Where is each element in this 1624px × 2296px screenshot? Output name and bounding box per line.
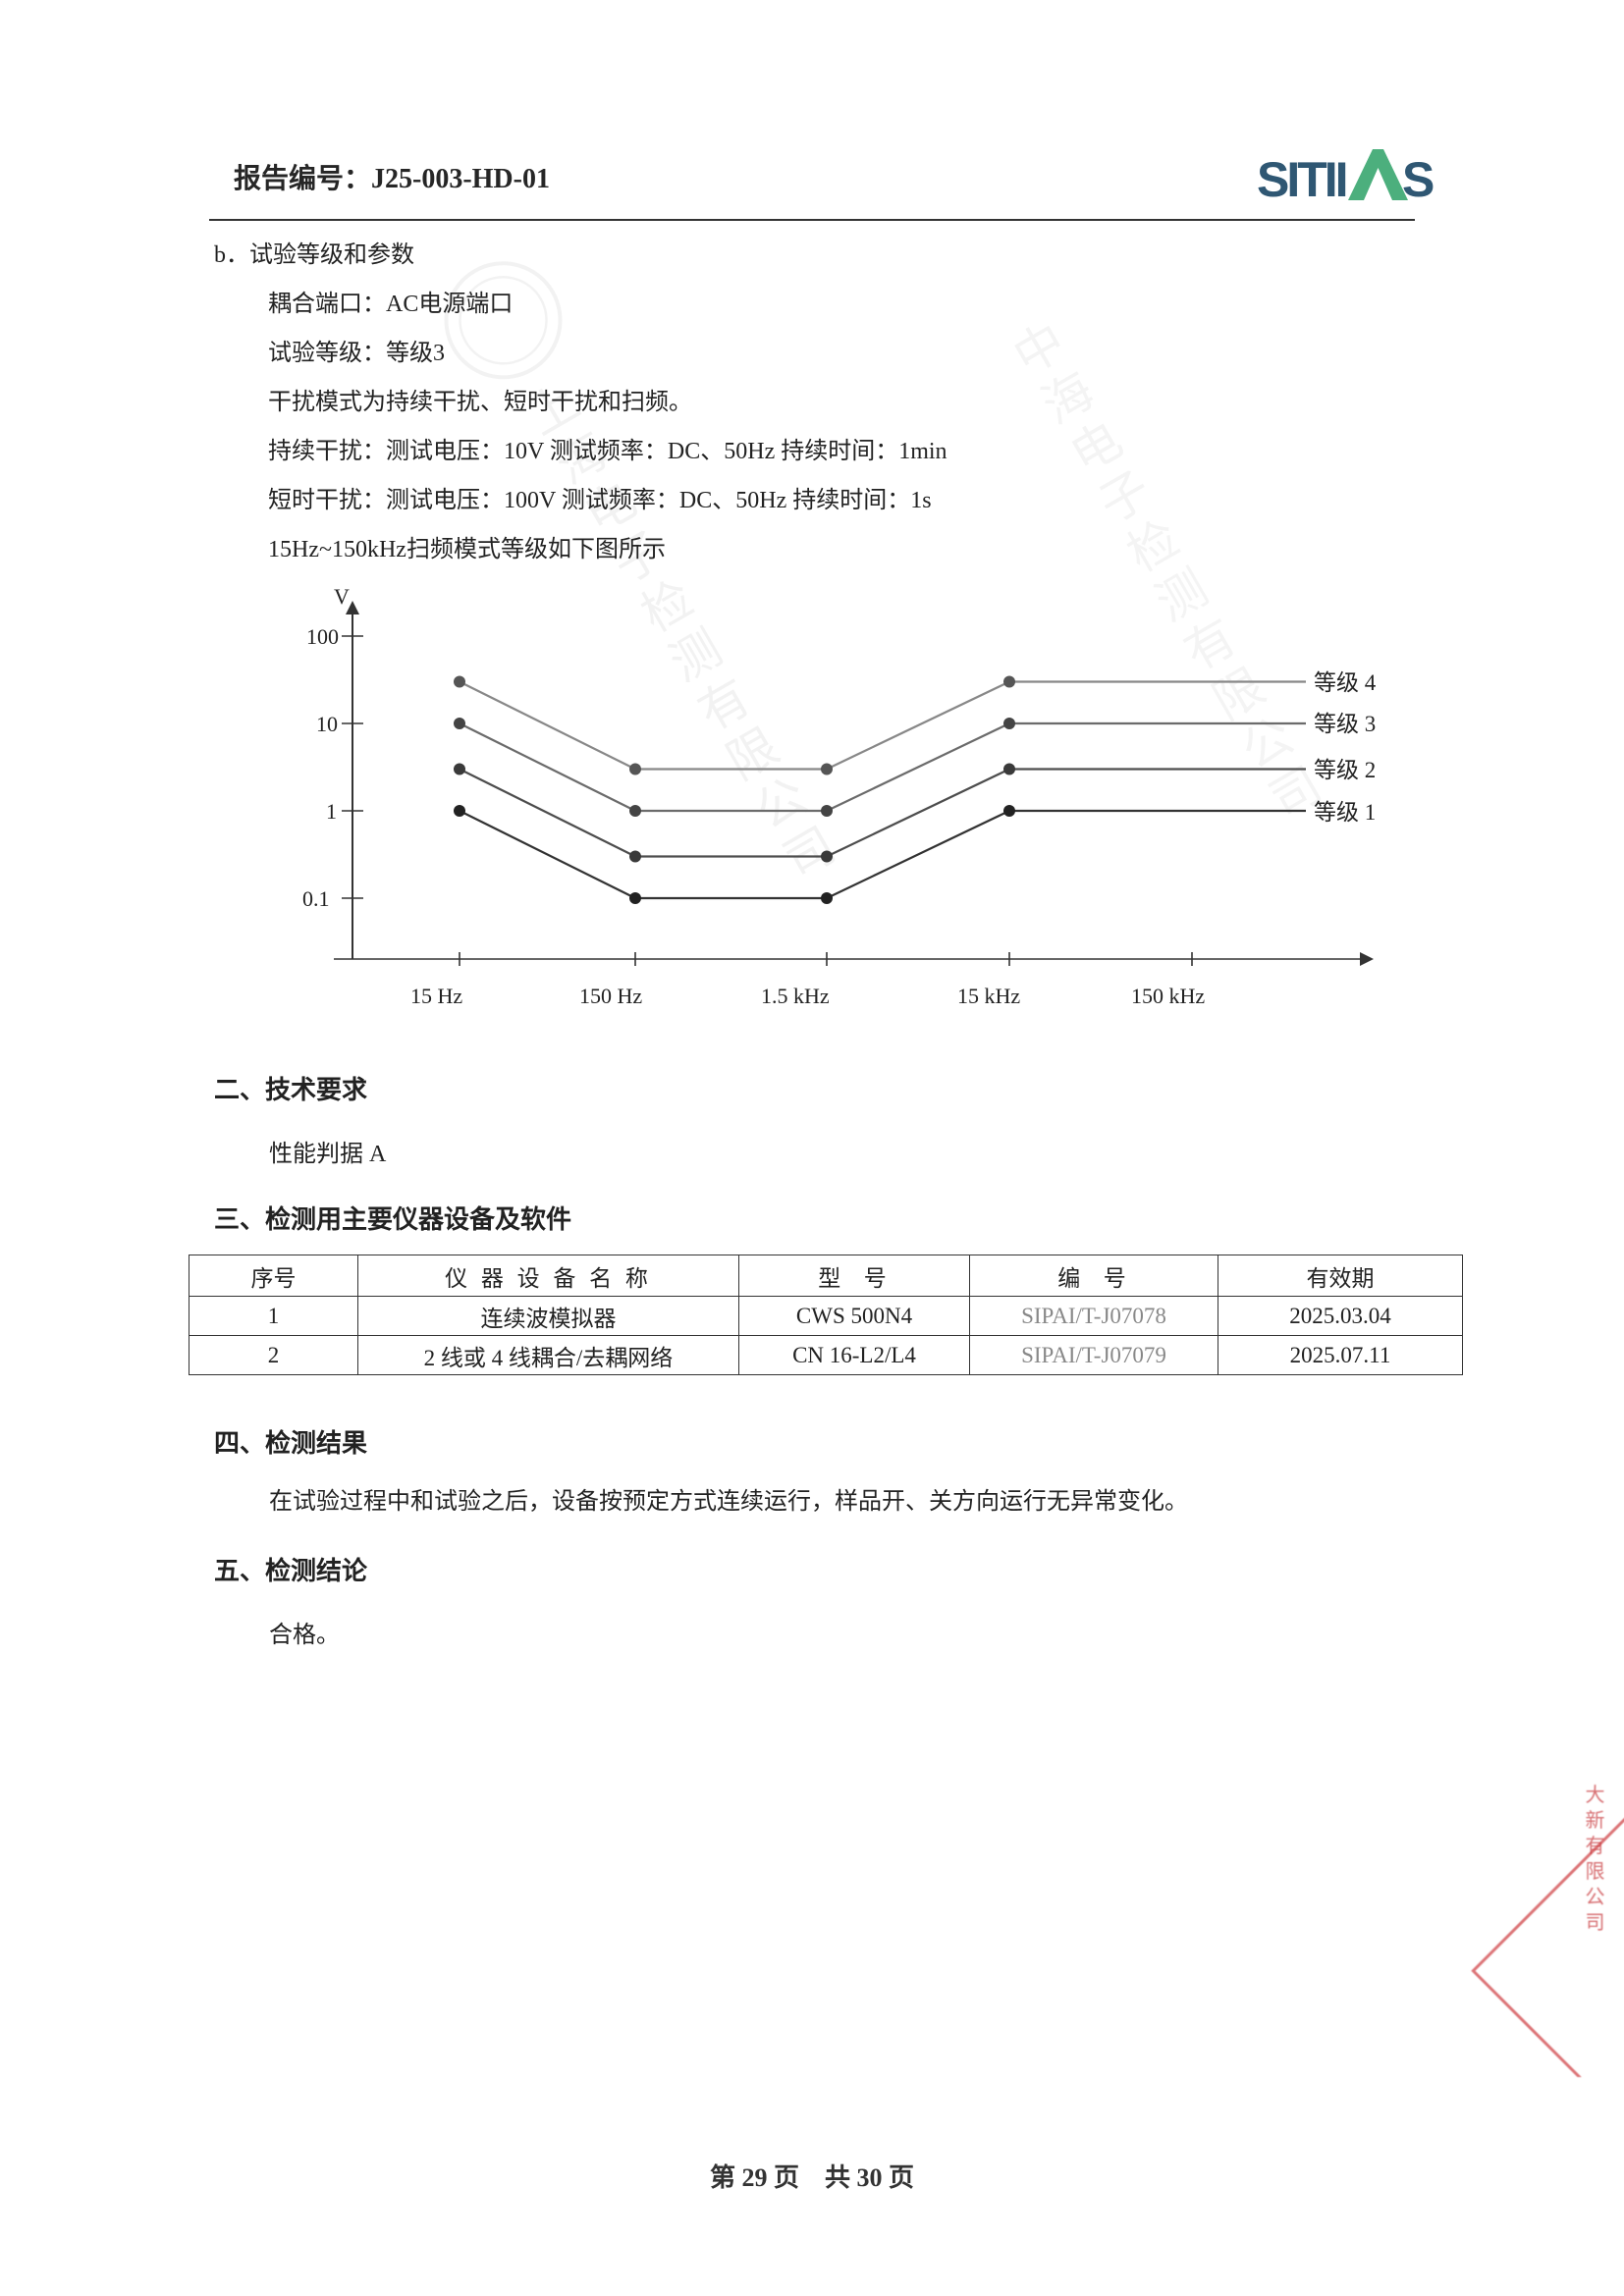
svg-text:15 kHz: 15 kHz	[957, 984, 1020, 1008]
svg-text:15 Hz: 15 Hz	[410, 984, 462, 1008]
svg-text:100: 100	[306, 624, 339, 649]
svg-text:等级 2: 等级 2	[1314, 758, 1376, 782]
svg-text:1: 1	[326, 799, 337, 824]
svg-text:0.1: 0.1	[302, 886, 330, 911]
svg-text:150 Hz: 150 Hz	[579, 984, 642, 1008]
svg-text:等级 1: 等级 1	[1314, 800, 1376, 825]
svg-text:10: 10	[316, 712, 338, 736]
svg-text:150 kHz: 150 kHz	[1131, 984, 1205, 1008]
svg-text:1.5 kHz: 1.5 kHz	[761, 984, 830, 1008]
svg-text:V: V	[334, 584, 350, 609]
svg-text:等级 3: 等级 3	[1314, 712, 1376, 736]
svg-text:等级 4: 等级 4	[1314, 670, 1377, 695]
